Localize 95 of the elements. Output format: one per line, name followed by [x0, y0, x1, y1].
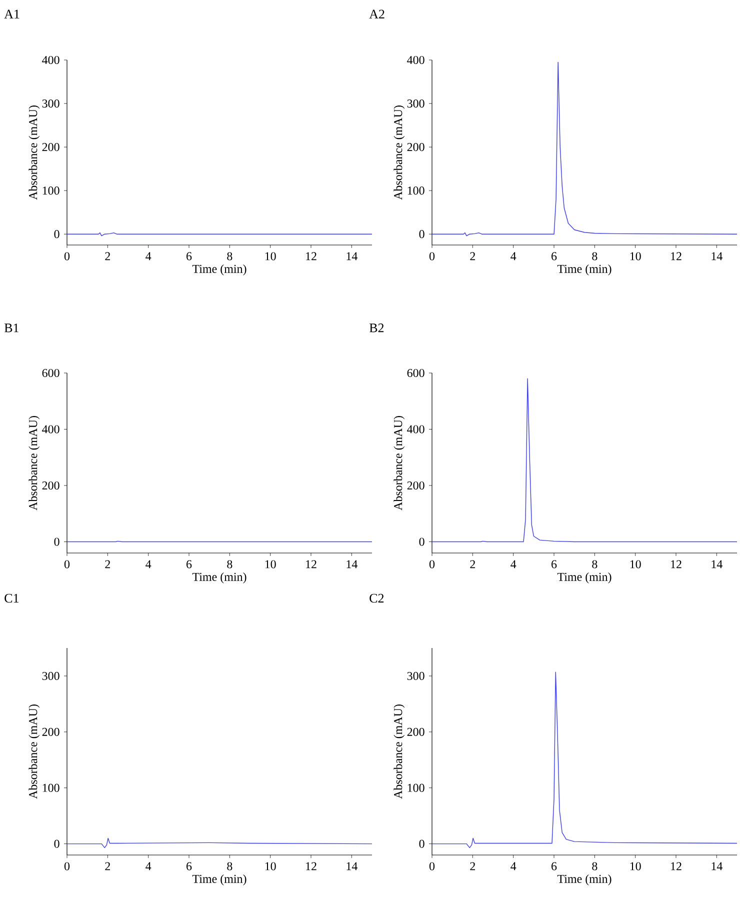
y-tick-label: 0 — [54, 230, 60, 238]
x-tick-label: 8 — [592, 560, 598, 568]
y-tick-label: 0 — [419, 840, 424, 848]
y-tick-label: 600 — [407, 368, 424, 378]
x-tick-label: 6 — [552, 560, 557, 568]
x-tick-label: 14 — [346, 252, 358, 260]
y-tick-label: 200 — [407, 143, 424, 152]
x-axis-title: Time (min) — [192, 264, 246, 276]
x-tick-label: 4 — [146, 862, 152, 870]
x-tick-label: 10 — [265, 560, 276, 568]
x-tick-label: 14 — [712, 560, 722, 568]
y-axis-title: Absorbance (mAU) — [394, 106, 405, 200]
y-axis-title: Absorbance (mAU) — [28, 416, 40, 510]
y-tick-label: 200 — [42, 481, 60, 490]
x-tick-label: 2 — [105, 862, 110, 870]
x-tick-label: 0 — [64, 560, 70, 568]
chart-title: A1 — [4, 10, 20, 18]
y-tick-label: 300 — [42, 672, 60, 680]
chart-title: B2 — [369, 324, 384, 332]
y-tick-label: 400 — [42, 425, 60, 434]
x-tick-label: 0 — [429, 252, 435, 260]
y-tick-label: 400 — [407, 56, 424, 64]
x-tick-label: 12 — [306, 252, 316, 260]
x-tick-label: 14 — [712, 252, 722, 260]
x-tick-label: 10 — [265, 252, 276, 260]
y-tick-label: 0 — [419, 230, 424, 238]
chart-title: C2 — [370, 594, 384, 603]
x-tick-label: 14 — [346, 862, 358, 870]
x-tick-label: 0 — [429, 560, 435, 568]
x-tick-label: 6 — [552, 252, 557, 260]
x-tick-label: 10 — [630, 252, 641, 260]
x-tick-label: 0 — [64, 252, 70, 260]
y-tick-label: 300 — [407, 672, 424, 680]
x-tick-label: 4 — [510, 560, 516, 568]
y-axis-title: Absorbance (mAU) — [28, 106, 40, 200]
x-tick-label: 2 — [470, 252, 475, 260]
x-axis-title: Time (min) — [192, 572, 246, 584]
x-tick-label: 14 — [346, 560, 358, 568]
x-tick-label: 6 — [186, 560, 192, 568]
x-tick-label: 2 — [470, 560, 475, 568]
x-tick-label: 10 — [265, 862, 276, 870]
x-tick-label: 10 — [630, 560, 641, 568]
x-tick-label: 4 — [146, 252, 152, 260]
x-tick-label: 2 — [105, 252, 110, 260]
x-axis-title: Time (min) — [192, 874, 246, 886]
x-axis-title: Time (min) — [557, 874, 612, 886]
x-tick-label: 6 — [186, 252, 192, 260]
y-axis-title: Absorbance (mAU) — [394, 704, 405, 799]
line-series — [66, 838, 372, 848]
line-series — [432, 378, 738, 542]
y-tick-label: 600 — [42, 368, 60, 378]
x-tick-label: 12 — [671, 560, 682, 568]
x-tick-label: 8 — [592, 252, 598, 260]
x-tick-label: 8 — [592, 862, 598, 870]
x-tick-label: 4 — [146, 560, 152, 568]
y-tick-label: 200 — [407, 481, 424, 490]
chart-title: C1 — [4, 594, 18, 603]
x-tick-label: 2 — [470, 862, 475, 870]
y-tick-label: 200 — [42, 728, 60, 736]
y-tick-label: 100 — [42, 784, 60, 792]
y-axis-title: Absorbance (mAU) — [394, 416, 405, 510]
y-tick-label: 100 — [408, 784, 424, 792]
chart-title: B1 — [4, 324, 18, 332]
y-tick-label: 200 — [407, 728, 424, 736]
x-tick-label: 6 — [186, 862, 192, 870]
y-tick-label: 0 — [54, 840, 60, 848]
x-tick-label: 12 — [306, 560, 316, 568]
x-tick-label: 10 — [630, 862, 641, 870]
y-tick-label: 0 — [54, 538, 60, 546]
y-axis-title: Absorbance (mAU) — [28, 704, 40, 799]
line-series — [432, 62, 738, 236]
y-tick-label: 200 — [42, 143, 60, 152]
x-tick-label: 0 — [64, 862, 70, 870]
x-axis-title: Time (min) — [557, 264, 612, 276]
x-tick-label: 4 — [510, 252, 516, 260]
x-tick-label: 12 — [671, 252, 682, 260]
x-tick-label: 8 — [227, 862, 232, 870]
y-tick-label: 100 — [42, 186, 60, 195]
x-tick-label: 12 — [671, 862, 682, 870]
y-tick-label: 300 — [407, 99, 424, 108]
y-tick-label: 400 — [42, 56, 60, 64]
x-tick-label: 2 — [105, 560, 110, 568]
x-tick-label: 0 — [429, 862, 435, 870]
y-tick-label: 0 — [419, 538, 424, 546]
x-tick-label: 6 — [552, 862, 557, 870]
y-tick-label: 100 — [408, 186, 424, 195]
x-axis-title: Time (min) — [557, 572, 612, 584]
x-tick-label: 12 — [306, 862, 316, 870]
chart-title: A2 — [369, 10, 384, 18]
x-tick-label: 8 — [227, 560, 232, 568]
y-tick-label: 400 — [407, 425, 424, 434]
x-tick-label: 4 — [510, 862, 516, 870]
x-tick-label: 8 — [227, 252, 232, 260]
x-tick-label: 14 — [712, 862, 722, 870]
y-tick-label: 300 — [42, 99, 60, 108]
